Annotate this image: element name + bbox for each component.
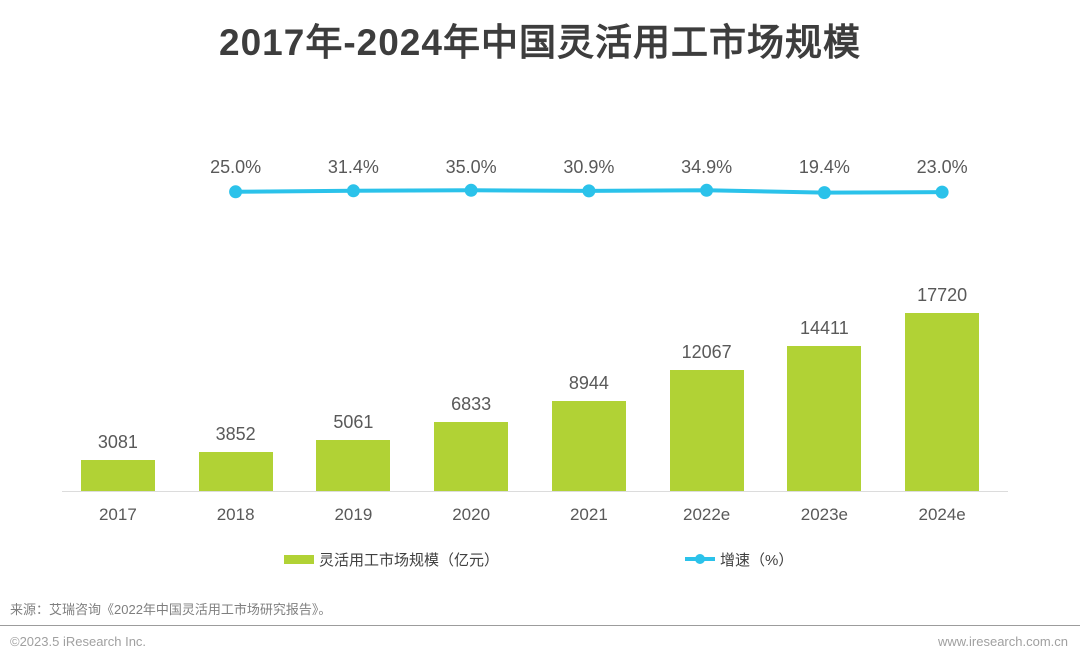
- line-legend-dot-icon: [695, 554, 705, 564]
- bar-value-label-2022e: 12067: [681, 341, 732, 362]
- growth-rate-label-2019: 31.4%: [327, 157, 379, 177]
- bar-2023e: [787, 346, 862, 491]
- bar-value-label-2021: 8944: [568, 373, 609, 394]
- chart-title: 2017年-2024年中国灵活用工市场规模: [219, 22, 861, 63]
- x-axis-label-2020: 2020: [452, 505, 491, 524]
- bar-2017: [80, 460, 155, 491]
- growth-rate-label-2024e: 23.0%: [916, 157, 968, 177]
- growth-point-2019: [346, 184, 360, 198]
- x-axis-label-2022e: 2022e: [682, 505, 731, 524]
- bar-2018: [198, 452, 273, 491]
- growth-rate-label-2018: 25.0%: [210, 157, 262, 177]
- bar-value-label-2023e: 14411: [800, 318, 849, 339]
- x-axis-label-2018: 2018: [216, 505, 255, 524]
- bar-2022e: [669, 369, 744, 491]
- x-axis-label-2023e: 2023e: [800, 505, 849, 524]
- growth-rate-label-2023e: 19.4%: [798, 157, 850, 177]
- growth-point-2024e: [935, 185, 949, 199]
- bar-2019: [316, 440, 391, 491]
- x-axis-label-2017: 2017: [98, 505, 137, 524]
- bar-value-label-2024e: 17720: [917, 285, 968, 305]
- source-note: 来源：艾瑞咨询《2022年中国灵活用工市场研究报告》。: [10, 602, 332, 617]
- bar-legend-swatch-icon: [284, 554, 314, 564]
- line-legend-marker-icon: [685, 554, 715, 564]
- x-axis-label-2021: 2021: [569, 505, 608, 524]
- bar-value-label-2018: 3852: [215, 424, 256, 445]
- footer-divider: [0, 625, 1080, 626]
- legend-item-market-size: 灵活用工市场规模（亿元）: [284, 549, 499, 569]
- bar-2021: [551, 401, 626, 491]
- x-axis-line: [62, 491, 1008, 492]
- copyright-text: ©2023.5 iResearch Inc.: [10, 634, 147, 649]
- growth-rate-label-2021: 30.9%: [563, 157, 615, 177]
- legend-item-growth-rate: 增速（%）: [685, 549, 793, 569]
- bar-value-label-2017: 3081: [97, 432, 138, 453]
- bar-2020: [434, 422, 509, 491]
- growth-point-2020: [464, 183, 478, 197]
- website-link[interactable]: www.iresearch.com.cn: [937, 634, 1068, 649]
- growth-point-2018: [229, 185, 243, 199]
- growth-rate-label-2022e: 34.9%: [681, 157, 733, 177]
- bar-value-label-2020: 6833: [451, 394, 492, 415]
- legend-label-growth-rate: 增速（%）: [720, 551, 794, 569]
- growth-point-2022e: [700, 183, 714, 197]
- bar-2024e: [905, 313, 980, 491]
- growth-point-2021: [582, 184, 596, 198]
- bar-value-label-2019: 5061: [333, 412, 374, 433]
- x-axis-label-2024e: 2024e: [918, 505, 966, 524]
- x-axis-label-2019: 2019: [334, 505, 373, 524]
- legend-label-market-size: 灵活用工市场规模（亿元）: [319, 551, 500, 569]
- growth-rate-label-2020: 35.0%: [445, 157, 497, 177]
- growth-point-2023e: [817, 186, 831, 200]
